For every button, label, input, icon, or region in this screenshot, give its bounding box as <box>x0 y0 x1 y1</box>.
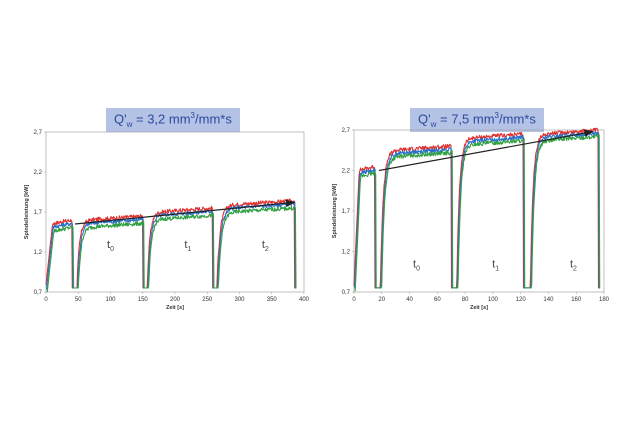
period-label: t0 <box>413 259 420 273</box>
period-label: t1 <box>492 259 499 273</box>
x-tick-label: 20 <box>378 297 385 303</box>
y-tick-label: 2,2 <box>342 169 351 175</box>
y-tick-label: 1,7 <box>34 210 43 216</box>
x-tick-label: 200 <box>170 297 181 303</box>
series-line <box>353 127 600 289</box>
x-tick-label: 100 <box>488 297 499 303</box>
x-tick-label: 80 <box>462 297 469 303</box>
y-axis-label: Spindelleistung [kW] <box>332 184 338 239</box>
y-tick-label: 0,7 <box>34 290 43 296</box>
x-axis-label: Zeit [s] <box>470 305 488 311</box>
x-tick-label: 300 <box>234 297 245 303</box>
x-tick-label: 40 <box>406 297 413 303</box>
period-label: t2 <box>262 239 269 253</box>
x-axis-label: Zeit [s] <box>166 305 184 311</box>
trend-arrow <box>74 199 296 225</box>
chart-panel-right: Q'w = 7,5 mm3/mm*s 0,7 1,2 1,7 2,2 2,7 0 20 40 6… <box>318 100 623 325</box>
x-tick-label: 100 <box>105 297 116 303</box>
period-label: t2 <box>570 259 577 273</box>
throughput-label-left: Q'w = 3,2 mm3/mm*s <box>106 108 240 132</box>
period-label: t0 <box>107 239 114 253</box>
x-tick-label: 60 <box>434 297 441 303</box>
y-tick-label: 1,7 <box>342 209 351 215</box>
x-tick-label: 400 <box>299 297 310 303</box>
y-tick-label: 2,7 <box>34 130 43 136</box>
x-tick-label: 0 <box>352 297 356 303</box>
y-tick-label: 1,2 <box>342 250 351 256</box>
y-tick-label: 2,2 <box>34 170 43 176</box>
x-tick-label: 350 <box>267 297 278 303</box>
x-tick-label: 180 <box>599 297 610 303</box>
chart-left: 0,7 1,2 1,7 2,2 2,7 0 50 100 150 200 250 300 350 400 Z… <box>24 130 310 311</box>
y-tick-label: 2,7 <box>342 128 351 134</box>
x-tick-label: 140 <box>543 297 554 303</box>
period-label: t1 <box>184 239 191 253</box>
y-tick-label: 1,2 <box>34 250 43 256</box>
x-tick-label: 160 <box>571 297 582 303</box>
series-line <box>46 205 297 293</box>
series-line <box>354 134 601 292</box>
throughput-label-right: Q'w = 7,5 mm3/mm*s <box>410 108 544 132</box>
y-axis-label: Spindelleistung [kW] <box>24 185 30 240</box>
x-tick-label: 250 <box>202 297 213 303</box>
plot-frame <box>45 131 305 293</box>
y-tick-label: 0,7 <box>342 290 351 296</box>
x-tick-label: 120 <box>516 297 527 303</box>
chart-panel-left: Q'w = 3,2 mm3/mm*s 0,7 1,2 1,7 2,2 2,7 0 50 100… <box>12 100 312 325</box>
chart-right: 0,7 1,2 1,7 2,2 2,7 0 20 40 60 80 100 120 140 160 180 Z… <box>332 127 610 311</box>
x-tick-label: 50 <box>75 297 82 303</box>
x-tick-label: 150 <box>138 297 149 303</box>
series-line <box>45 198 296 289</box>
x-tick-label: 0 <box>44 297 48 303</box>
series-line <box>354 131 600 289</box>
trend-arrow <box>378 129 595 172</box>
